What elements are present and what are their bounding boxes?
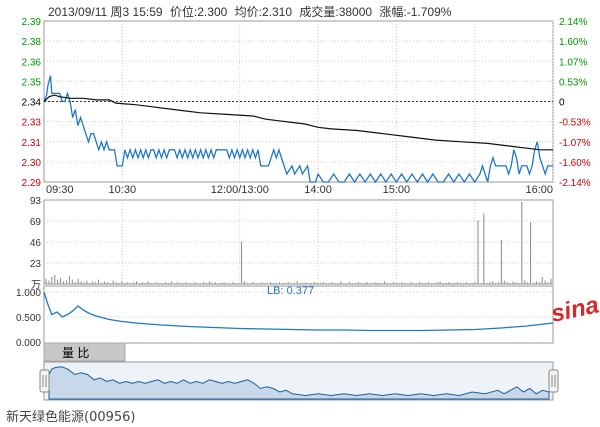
volume-ratio-tick-label: 1.000 <box>16 288 41 299</box>
time-range-navigator[interactable] <box>39 361 559 401</box>
time-tick-label: 14:00 <box>304 184 332 196</box>
header-price: 价位:2.300 <box>170 4 228 19</box>
price-tick-label: 2.30 <box>22 158 42 169</box>
price-tick-label: 2.39 <box>22 17 42 28</box>
header-weekday: 周3 <box>111 5 130 19</box>
navigator-area <box>48 366 550 400</box>
change-tick-label: -1.60% <box>559 158 591 169</box>
volume-ratio-tab-bg[interactable] <box>43 342 126 362</box>
volume-ratio-panel: 1.000 0.500 0.000 LB: 0.377 <box>16 285 554 349</box>
price-tick-label: 2.38 <box>22 37 42 48</box>
volume-grid <box>44 200 553 284</box>
volume-axis: 93 69 46 23 万 <box>30 196 42 291</box>
volume-tick-label: 万 <box>31 280 41 291</box>
navigator-right-handle[interactable] <box>548 369 559 393</box>
header-volume: 成交量:38000 <box>299 4 372 19</box>
header-time: 15:59 <box>133 5 163 19</box>
price-tick-label: 2.34 <box>22 98 42 109</box>
sina-logo: sina <box>549 291 600 327</box>
volume-bars <box>45 202 552 284</box>
change-tick-label: 2.14% <box>559 17 587 28</box>
price-tick-label: 2.35 <box>22 77 42 88</box>
volume-tick-label: 93 <box>30 196 42 207</box>
price-tick-label: 2.36 <box>22 57 42 68</box>
volume-ratio-tick-label: 0.500 <box>16 313 41 324</box>
time-tick-label: 15:00 <box>383 184 411 196</box>
change-tick-label: 1.60% <box>559 37 587 48</box>
volume-tick-label: 69 <box>30 217 42 228</box>
change-tick-label: -2.14% <box>559 178 591 189</box>
header-date: 2013/09/11 <box>48 5 107 19</box>
average-price-line <box>43 94 553 151</box>
price-right-axis: 2.14% 1.60% 1.07% 0.53% 0 -0.53% -1.07% -1.60% -… <box>559 17 591 189</box>
time-tick-label: 10:30 <box>109 184 137 196</box>
change-tick-label: 0.53% <box>559 77 587 88</box>
price-left-axis: 2.39 2.38 2.36 2.35 2.34 2.33 2.31 2.30 2.29 <box>22 17 42 189</box>
volume-ratio-frame <box>43 285 554 344</box>
price-tick-label: 2.29 <box>22 178 42 189</box>
time-tick-label: 09:30 <box>46 184 74 196</box>
time-tick-label: 12:00/13:00 <box>211 184 269 196</box>
price-tick-label: 2.33 <box>22 118 42 129</box>
volume-ratio-tab[interactable]: 量 比 <box>43 342 126 362</box>
volume-ratio-annotation: LB: 0.377 <box>267 285 314 297</box>
header-avg-price: 均价:2.310 <box>235 5 293 19</box>
volume-tick-label: 23 <box>30 259 42 270</box>
header-change: 涨幅:-1.709% <box>379 4 451 19</box>
navigator-right-handle-grip[interactable] <box>548 369 559 393</box>
stock-name-label: 新天绿色能源(00956) <box>6 410 136 425</box>
change-tick-label: 1.07% <box>559 57 587 68</box>
navigator-left-handle[interactable] <box>39 369 50 393</box>
price-tick-label: 2.31 <box>22 138 42 149</box>
volume-ratio-grid <box>44 291 553 318</box>
volume-ratio-tick-label: 0.000 <box>16 338 41 349</box>
volume-panel: 93 69 46 23 万 <box>30 196 554 291</box>
price-panel: 2.39 2.38 2.36 2.35 2.34 2.33 2.31 2.30 2.29 2.1… <box>22 17 591 189</box>
sina-logo-text: sina <box>549 291 600 327</box>
volume-ratio-axis: 1.000 0.500 0.000 <box>16 288 41 349</box>
time-axis: 09:30 10:30 12:00/13:00 14:00 15:00 16:00 <box>46 184 553 196</box>
volume-ratio-tab-label[interactable]: 量 比 <box>62 346 89 360</box>
navigator-left-handle-grip[interactable] <box>39 369 50 393</box>
time-tick-label: 16:00 <box>525 184 553 196</box>
volume-tick-label: 46 <box>30 238 42 249</box>
volume-ratio-line <box>43 291 554 332</box>
change-tick-label: -0.53% <box>559 118 591 129</box>
price-series-line <box>43 75 553 184</box>
change-tick-label: -1.07% <box>559 138 591 149</box>
change-tick-label: 0 <box>559 98 565 109</box>
header-info: 2013/09/11 周3 15:59 价位:2.300 均价:2.310 成交… <box>48 4 452 19</box>
